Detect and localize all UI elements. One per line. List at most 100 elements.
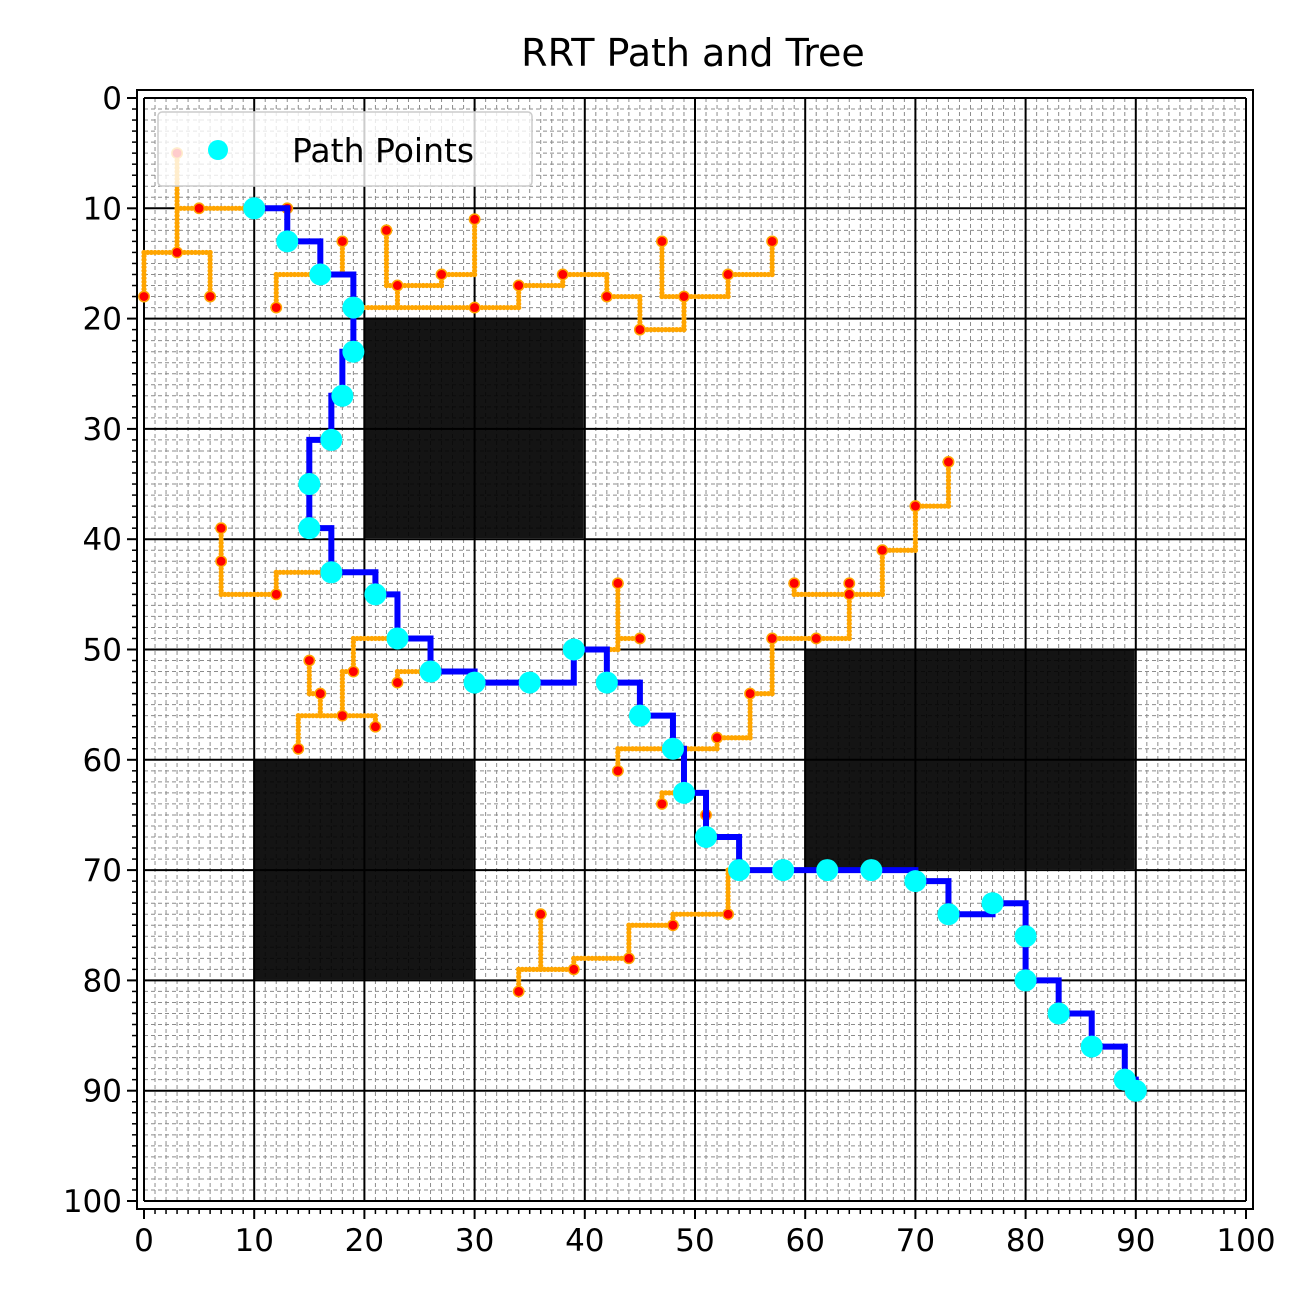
tree-edge-dot (273, 580, 279, 586)
tree-edge-dot (218, 584, 224, 590)
tree-edge-dot (530, 966, 536, 972)
tree-edge-dot (413, 668, 419, 675)
tree-edge-dot (633, 922, 639, 928)
tree-edge-dot (457, 271, 463, 278)
tree-edge-dot (578, 271, 584, 278)
tree-edge-dot (721, 735, 727, 741)
tree-edge-dot (549, 282, 555, 289)
tree-edge-dot (174, 238, 180, 244)
tree-node (633, 632, 646, 645)
tree-edge-dot (725, 889, 731, 895)
tree-edge-dot (589, 271, 595, 278)
tree-edge-dot (365, 635, 371, 642)
tree-edge-dot (769, 271, 775, 278)
tree-node (215, 555, 228, 568)
tree-edge-dot (596, 955, 603, 961)
tree-edge-dot (747, 716, 753, 722)
path-point (364, 583, 387, 606)
tree-edge-dot (843, 635, 849, 642)
tree-edge-dot (655, 922, 661, 928)
tree-edge-dot (714, 911, 720, 917)
tree-node (843, 577, 856, 590)
tree-node (215, 522, 228, 535)
tree-edge-dot (435, 282, 441, 289)
tree-edge-dot (846, 621, 852, 627)
tree-edge-dot (574, 955, 581, 961)
tree-edge-dot (659, 922, 665, 928)
tree-edge-dot (607, 955, 614, 961)
tree-edge-dot (163, 249, 169, 256)
tree-edge-dot (284, 271, 290, 278)
tree-edge-dot (589, 955, 595, 961)
tree-edge-dot (560, 966, 566, 972)
tree-edge-dot (596, 271, 603, 278)
tree-edge-dot (754, 271, 761, 278)
tree-edge-dot (339, 260, 345, 267)
tree-edge-dot (339, 246, 345, 252)
tree-edge-dot (350, 646, 356, 653)
path-point (981, 892, 1004, 915)
tree-edge-dot (659, 327, 665, 333)
tree-edge-dot (571, 271, 577, 278)
tree-node (611, 577, 624, 590)
tree-edge-dot (207, 275, 213, 281)
tree-edge-dot (659, 286, 665, 292)
tree-edge-dot (600, 955, 606, 961)
tree-edge-dot (769, 646, 775, 653)
tree-edge-dot (317, 702, 323, 708)
tree-edge-dot (527, 966, 533, 972)
tree-edge-dot (674, 327, 680, 333)
tree-edge-dot (339, 672, 345, 678)
tree-edge-dot (156, 249, 162, 256)
tree-edge-dot (218, 580, 224, 586)
tree-edge-dot (725, 878, 731, 884)
tree-edge-dot (846, 599, 852, 605)
tree-edge-dot (350, 661, 356, 667)
x-tick-label: 90 (1116, 1223, 1155, 1259)
tree-node (314, 687, 327, 700)
tree-edge-dot (383, 275, 390, 281)
tree-edge-dot (626, 937, 632, 943)
tree-edge-dot (519, 966, 525, 972)
tree-edge-dot (879, 569, 885, 575)
tree-edge-dot (398, 304, 404, 311)
tree-edge-dot (556, 966, 562, 972)
path-point (1014, 969, 1037, 992)
tree-edge-dot (622, 293, 628, 300)
tree-edge-dot (214, 205, 221, 211)
tree-edge-dot (703, 746, 709, 752)
tree-edge-dot (659, 290, 665, 296)
tree-edge-dot (167, 249, 173, 256)
tree-edge-dot (663, 922, 669, 928)
tree-edge-dot (615, 632, 621, 638)
tree-edge-dot (306, 679, 312, 686)
tree-edge-dot (725, 896, 731, 903)
x-tick-label: 100 (1216, 1223, 1275, 1259)
tree-edge-dot (192, 249, 199, 256)
tree-edge-dot (615, 610, 621, 616)
tree-edge-dot (912, 518, 919, 524)
tree-edge-dot (383, 264, 390, 270)
tree-edge-dot (472, 246, 478, 252)
tree-edge-dot (846, 624, 852, 631)
tree-edge-dot (762, 271, 768, 278)
tree-node (810, 632, 823, 645)
tree-edge-dot (354, 635, 360, 642)
tree-edge-dot (714, 742, 720, 748)
tree-edge-dot (273, 275, 279, 281)
tree-edge-dot (747, 702, 753, 708)
tree-edge-dot (306, 687, 312, 693)
tree-edge-dot (203, 205, 210, 211)
tree-edge-dot (615, 646, 621, 653)
tree-edge-dot (152, 249, 158, 256)
tree-edge-dot (615, 588, 621, 594)
tree-edge-dot (945, 488, 952, 495)
tree-edge-dot (299, 569, 305, 575)
tree-edge-dot (707, 746, 713, 752)
y-tick-label: 40 (83, 522, 122, 558)
tree-edge-dot (141, 282, 147, 289)
tree-edge-dot (350, 643, 356, 649)
tree-node (722, 268, 735, 281)
tree-edge-dot (769, 679, 775, 686)
tree-edge-dot (894, 547, 900, 553)
